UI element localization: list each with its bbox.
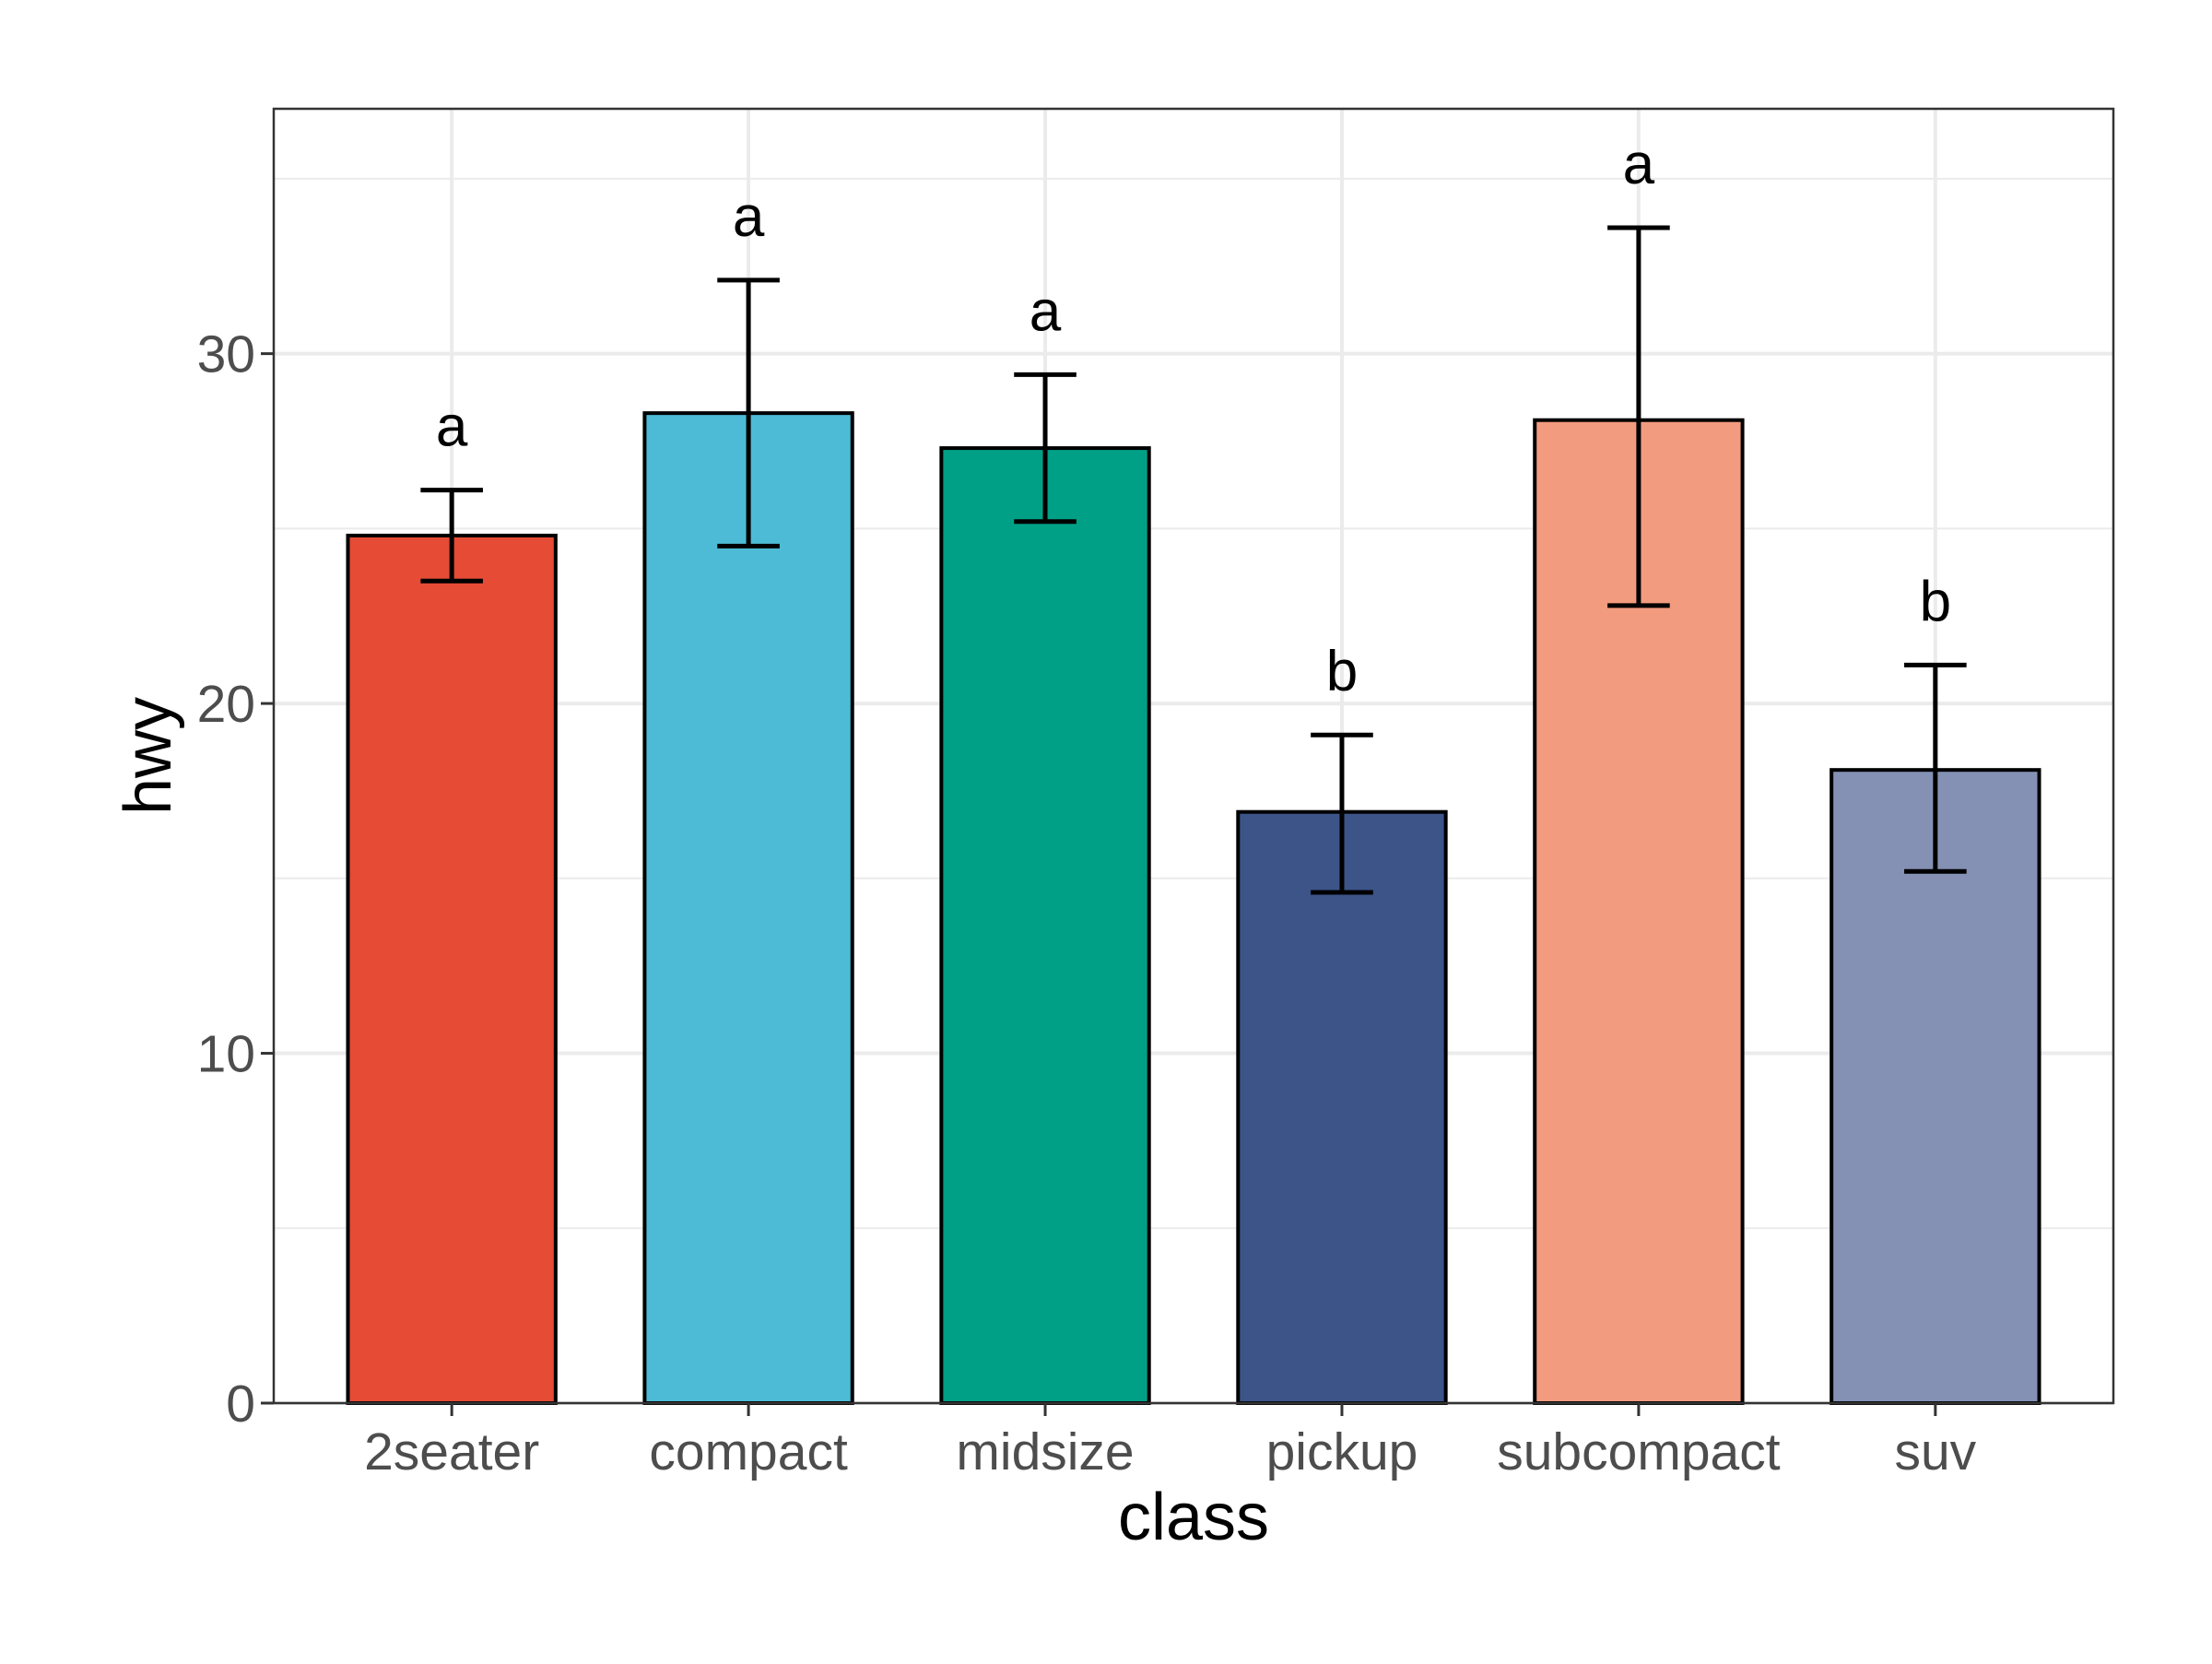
significance-label: a	[436, 395, 468, 459]
significance-labels: a a a b a b	[436, 133, 1951, 703]
y-axis-title: hwy	[112, 697, 185, 815]
bar-compact	[642, 411, 854, 1405]
bar-midsize	[939, 446, 1151, 1405]
x-tick-label: 2seater	[364, 1422, 539, 1481]
significance-label: a	[733, 185, 765, 249]
bars	[346, 411, 2041, 1406]
error-bar-2seater	[420, 488, 483, 584]
x-tick-label: pickup	[1266, 1422, 1418, 1481]
error-bar-suv	[1904, 662, 1967, 874]
error-bar-midsize	[1014, 372, 1077, 525]
x-tick-label: midsize	[956, 1422, 1134, 1481]
error-bar-pickup	[1311, 732, 1373, 895]
x-tick-label: suv	[1894, 1422, 1976, 1481]
significance-label: a	[1623, 133, 1655, 196]
error-bar-subcompact	[1607, 225, 1670, 608]
error-bar-compact	[717, 277, 780, 549]
axes: 0 10 20 30 2seater compact midsize pickup subcom…	[197, 325, 1977, 1481]
significance-label: b	[1920, 570, 1951, 633]
y-tick-label: 10	[197, 1025, 255, 1084]
x-tick-label: compact	[649, 1422, 848, 1481]
significance-label: b	[1326, 640, 1358, 703]
y-tick-label: 0	[226, 1375, 255, 1434]
y-tick-label: 30	[197, 325, 255, 384]
bar-suv	[1830, 768, 2041, 1405]
panel-border	[272, 107, 2115, 1405]
y-tick-label: 20	[197, 675, 255, 734]
bar-pickup	[1236, 809, 1448, 1405]
significance-label: a	[1030, 279, 1062, 343]
error-bars	[420, 225, 1967, 895]
x-axis-title: class	[1118, 1481, 1269, 1554]
bar-2seater	[346, 533, 558, 1405]
x-tick-label: subcompact	[1497, 1422, 1780, 1481]
